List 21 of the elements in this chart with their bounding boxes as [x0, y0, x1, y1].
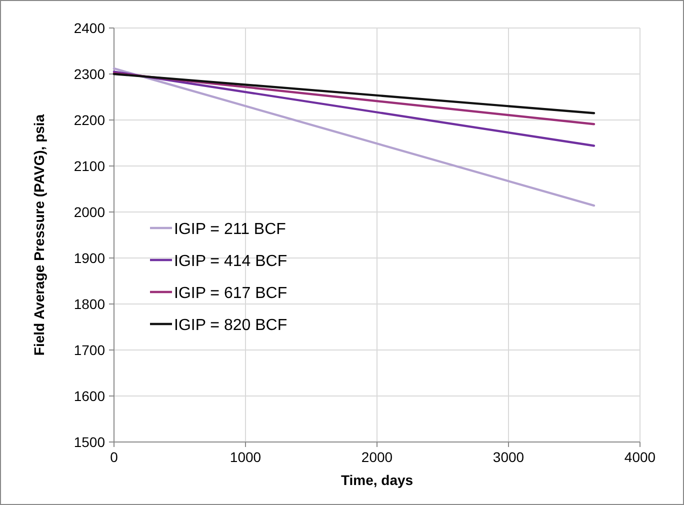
y-tick-label: 1800 — [74, 296, 106, 312]
x-tick-label: 2000 — [361, 449, 393, 465]
y-axis-title: Field Average Pressure (PAVG), psia — [31, 114, 47, 356]
y-tick-label: 1700 — [74, 342, 106, 358]
y-tick-label: 1600 — [74, 388, 106, 404]
legend-label: IGIP = 211 BCF — [174, 221, 286, 238]
y-tick-label: 1500 — [74, 434, 106, 450]
y-tick-label: 2100 — [74, 158, 106, 174]
x-tick-label: 4000 — [624, 449, 656, 465]
x-axis-title: Time, days — [340, 472, 414, 488]
x-tick-label: 0 — [110, 449, 118, 465]
y-tick-label: 2300 — [74, 66, 106, 82]
y-tick-label: 1900 — [74, 250, 106, 266]
legend-label: IGIP = 820 BCF — [174, 317, 288, 334]
y-tick-label: 2000 — [74, 204, 106, 220]
legend-label: IGIP = 617 BCF — [174, 285, 288, 302]
y-tick-label: 2200 — [74, 112, 106, 128]
y-tick-label: 2400 — [74, 20, 106, 36]
legend-label: IGIP = 414 BCF — [174, 253, 288, 270]
x-tick-label: 1000 — [230, 449, 262, 465]
x-tick-label: 3000 — [492, 449, 524, 465]
